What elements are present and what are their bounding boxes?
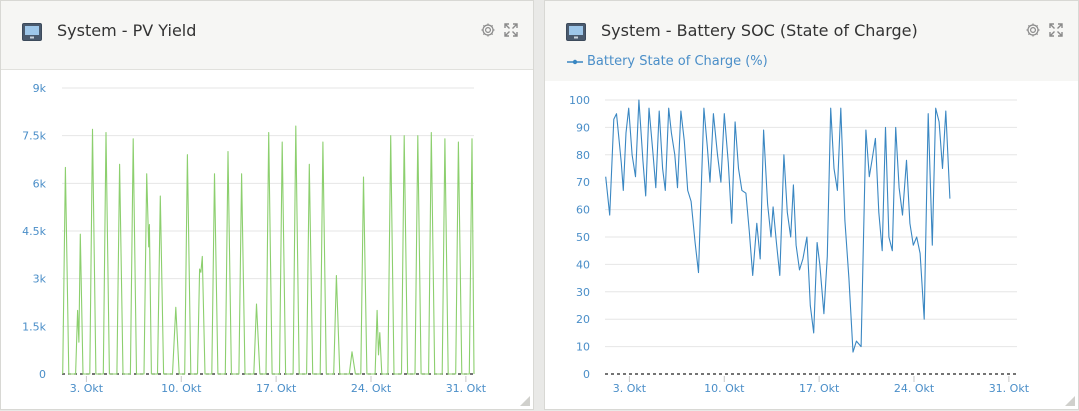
- x-tick-label: 17. Okt: [799, 382, 840, 395]
- series-line: [62, 125, 475, 375]
- x-tick-label: 24. Okt: [894, 382, 935, 395]
- y-tick-label: 20: [576, 313, 590, 326]
- pv-yield-panel: System - PV Yield 0 1.5k 3k 4.5k 6k 7.5k 9k 3. …: [0, 0, 534, 410]
- gear-icon[interactable]: [480, 22, 496, 38]
- y-tick-label: 7.5k: [22, 130, 46, 143]
- y-tick-label: 30: [576, 286, 590, 299]
- series-line: [605, 99, 951, 353]
- panel-title: System - PV Yield: [57, 21, 197, 40]
- battery-soc-panel: System - Battery SOC (State of Charge): [544, 0, 1079, 410]
- y-tick-label: 6k: [33, 177, 47, 190]
- y-tick-label: 50: [576, 231, 590, 244]
- device-icon: [22, 23, 42, 41]
- y-tick-label: 1.5k: [22, 320, 46, 333]
- battery-soc-panel-header: System - Battery SOC (State of Charge): [545, 1, 1078, 81]
- y-tick-label: 0: [583, 368, 590, 381]
- y-tick-label: 9k: [33, 82, 47, 95]
- resize-handle-icon[interactable]: [520, 396, 530, 406]
- x-tick-label: 31. Okt: [989, 382, 1030, 395]
- y-tick-label: 60: [576, 204, 590, 217]
- y-tick-label: 4.5k: [22, 225, 46, 238]
- legend-label: Battery State of Charge (%): [587, 54, 768, 69]
- panel-tools: [478, 22, 519, 41]
- x-tick-label: 3. Okt: [70, 382, 104, 395]
- panel-title: System - Battery SOC (State of Charge): [601, 21, 918, 40]
- y-tick-label: 100: [569, 94, 590, 107]
- gear-icon[interactable]: [1025, 22, 1041, 38]
- y-tick-label: 70: [576, 176, 590, 189]
- y-tick-label: 40: [576, 258, 590, 271]
- device-icon: [566, 23, 586, 41]
- x-tick-label: 17. Okt: [256, 382, 297, 395]
- y-tick-label: 3k: [33, 273, 47, 286]
- x-tick-label: 3. Okt: [613, 382, 647, 395]
- resize-handle-icon[interactable]: [1065, 396, 1075, 406]
- y-tick-label: 0: [39, 368, 46, 381]
- panel-tools: [1023, 22, 1064, 41]
- x-tick-label: 24. Okt: [351, 382, 392, 395]
- x-tick-label: 10. Okt: [704, 382, 745, 395]
- expand-icon[interactable]: [503, 22, 519, 38]
- y-tick-label: 10: [576, 341, 590, 354]
- y-tick-label: 90: [576, 121, 590, 134]
- pv-yield-panel-header: System - PV Yield: [1, 1, 533, 70]
- x-tick-label: 31. Okt: [446, 382, 487, 395]
- expand-icon[interactable]: [1048, 22, 1064, 38]
- y-tick-label: 80: [576, 149, 590, 162]
- pv-yield-chart: 0 1.5k 3k 4.5k 6k 7.5k 9k 3. Okt 10. Okt 17. Okt 2…: [22, 82, 487, 395]
- battery-soc-chart: 0 10 20 30 40 50 60 70 80 90 100 3. Okt 10. Okt 17. O…: [569, 94, 1030, 395]
- legend-series-icon: [567, 59, 583, 64]
- x-tick-label: 10. Okt: [161, 382, 202, 395]
- chart-legend[interactable]: Battery State of Charge (%): [567, 54, 768, 69]
